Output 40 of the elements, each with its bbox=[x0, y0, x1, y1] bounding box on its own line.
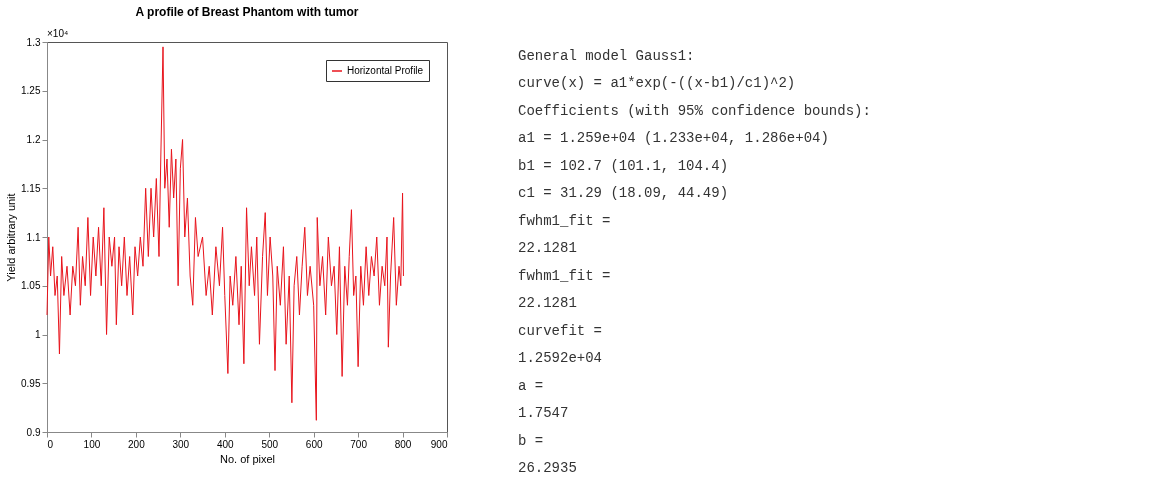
x-tick-label: 600 bbox=[305, 438, 323, 450]
chart-title: A profile of Breast Phantom with tumor bbox=[135, 5, 359, 19]
text: ×10⁴ bbox=[47, 28, 69, 39]
text: fwhm1_fit = bbox=[518, 267, 611, 284]
y-axis-title: Yield arbitrary unit bbox=[5, 193, 18, 282]
y-tick-label: 0.95 bbox=[21, 377, 41, 389]
x-tick-label: 800 bbox=[394, 438, 412, 450]
x-tick-label: 200 bbox=[128, 438, 146, 450]
text: b = bbox=[518, 432, 544, 449]
y-tick-label: 1.2 bbox=[26, 134, 41, 145]
text: 22.1281 bbox=[518, 240, 577, 257]
text: curve(x) = a1*exp(-((x-b1)/c1)^2) bbox=[518, 75, 796, 92]
text: a1 = 1.259e+04 (1.233e+04, 1.286e+04) bbox=[518, 130, 829, 147]
y-tick-label: 1.3 bbox=[26, 36, 41, 48]
legend-label: Horizontal Profile bbox=[347, 65, 424, 76]
text: 1.2592e+04 bbox=[518, 350, 603, 367]
text: General model Gauss1: bbox=[518, 47, 695, 64]
y-tick-label: 1.1 bbox=[26, 231, 41, 243]
text: Coefficients (with 95% confidence bounds): bbox=[518, 102, 871, 119]
y-tick-label: 0.9 bbox=[26, 426, 41, 438]
text: 1.7547 bbox=[518, 405, 569, 422]
text: curvefit = bbox=[518, 322, 603, 339]
x-tick-label: 700 bbox=[350, 438, 368, 450]
x-tick-label: 900 bbox=[430, 438, 448, 450]
x-axis-title: No. of pixel bbox=[219, 452, 276, 465]
x-tick-label: 500 bbox=[261, 438, 279, 450]
x-tick-label: 400 bbox=[216, 438, 235, 450]
text: b1 = 102.7 (101.1, 104.4) bbox=[518, 157, 729, 174]
x-tick-label: 100 bbox=[83, 438, 101, 450]
text: 26.2935 bbox=[518, 460, 577, 477]
y-tick-label: 1 bbox=[34, 329, 41, 340]
x-tick-label: 300 bbox=[172, 438, 190, 450]
text: 22.1281 bbox=[518, 295, 577, 312]
y-tick-label: 1.15 bbox=[21, 182, 41, 194]
text: c1 = 31.29 (18.09, 44.49) bbox=[518, 185, 729, 202]
y-tick-label: 1.25 bbox=[21, 85, 41, 97]
text: fwhm1_fit = bbox=[518, 212, 611, 229]
y-tick-label: 1.05 bbox=[21, 280, 41, 292]
text: a = bbox=[518, 377, 544, 394]
x-tick-label: 0 bbox=[47, 438, 54, 450]
